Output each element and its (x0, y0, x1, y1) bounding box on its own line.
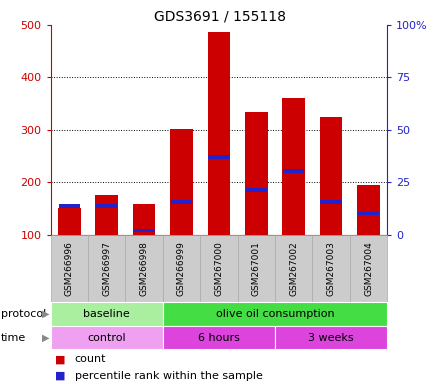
Text: GSM267001: GSM267001 (252, 241, 261, 296)
Bar (133, 204, 155, 235)
Text: percentile rank within the sample: percentile rank within the sample (75, 371, 263, 381)
Text: GSM267000: GSM267000 (214, 241, 224, 296)
Bar (170, 129, 193, 235)
Bar (59, 204, 80, 208)
Text: ■: ■ (55, 354, 66, 364)
Bar (320, 200, 342, 204)
Bar (245, 113, 268, 235)
Bar (246, 188, 267, 192)
Text: ▶: ▶ (41, 309, 49, 319)
Bar (358, 212, 379, 215)
Text: GDS3691 / 155118: GDS3691 / 155118 (154, 10, 286, 23)
Text: count: count (75, 354, 106, 364)
Text: 6 hours: 6 hours (198, 333, 240, 343)
Bar (96, 204, 117, 208)
Bar (171, 200, 192, 204)
Bar (357, 185, 380, 235)
Bar (282, 98, 305, 235)
Bar (58, 209, 81, 235)
Text: GSM267002: GSM267002 (289, 241, 298, 296)
Text: GSM266996: GSM266996 (65, 241, 74, 296)
Text: control: control (88, 333, 126, 343)
Text: baseline: baseline (83, 309, 130, 319)
Text: GSM266999: GSM266999 (177, 241, 186, 296)
Text: 3 weeks: 3 weeks (308, 333, 354, 343)
Text: ■: ■ (55, 371, 66, 381)
Text: olive oil consumption: olive oil consumption (216, 309, 334, 319)
Bar (283, 169, 304, 172)
Bar (208, 32, 230, 235)
Bar (95, 195, 118, 235)
Text: ▶: ▶ (41, 333, 49, 343)
Text: GSM266997: GSM266997 (102, 241, 111, 296)
Bar (208, 155, 230, 159)
Bar (133, 228, 155, 232)
Text: GSM267003: GSM267003 (326, 241, 336, 296)
Text: protocol: protocol (1, 309, 46, 319)
Bar (320, 117, 342, 235)
Text: GSM266998: GSM266998 (139, 241, 149, 296)
Text: time: time (1, 333, 26, 343)
Text: GSM267004: GSM267004 (364, 241, 373, 296)
